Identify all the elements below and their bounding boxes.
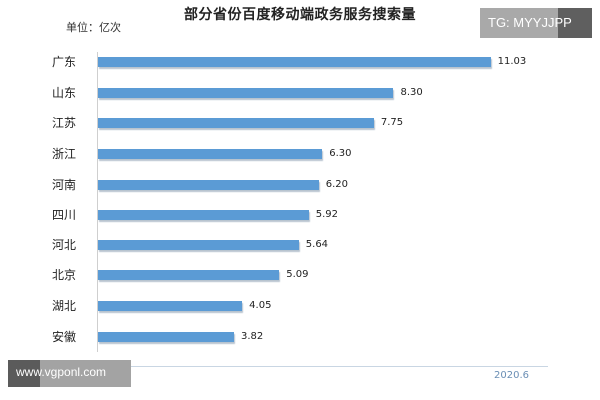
category-label: 广东 (52, 55, 77, 69)
watermark-top-right-text: TG: MYYJJPP (488, 15, 572, 30)
category-label: 北京 (52, 268, 77, 282)
value-label: 6.20 (325, 179, 348, 190)
value-label: 5.64 (305, 239, 329, 250)
bar-row: 安徽 3.82 (0, 329, 600, 345)
category-label: 湖北 (52, 299, 77, 313)
bar (98, 149, 323, 159)
category-label: 安徽 (52, 330, 77, 344)
category-label: 浙江 (52, 147, 77, 161)
unit-label: 单位：亿次 (66, 21, 121, 34)
value-label: 3.82 (240, 331, 264, 342)
value-label: 7.75 (380, 117, 404, 128)
bar-row: 浙江 6.30 (0, 146, 600, 162)
watermark-bottom-left-text: www.vgponl.com (16, 365, 107, 379)
bar-row: 江苏 7.75 (0, 115, 600, 131)
bar-row: 广东 11.03 (0, 54, 600, 70)
bar (98, 301, 243, 311)
category-label: 河北 (52, 238, 77, 252)
watermark-bottom-left: www.vgponl.com (8, 360, 131, 387)
category-label: 河南 (52, 178, 77, 192)
bar (98, 332, 234, 342)
bar (98, 118, 374, 128)
value-label: 5.09 (286, 269, 309, 280)
footer-divider (48, 366, 548, 367)
value-label: 4.05 (249, 300, 272, 311)
value-label: 6.30 (329, 148, 352, 159)
bar-row: 河北 5.64 (0, 237, 600, 253)
bar (98, 210, 309, 220)
bar-row: 山东 8.30 (0, 85, 600, 101)
category-label: 山东 (52, 86, 77, 100)
category-label: 江苏 (52, 116, 77, 130)
bar-row: 湖北 4.05 (0, 298, 600, 314)
bar (98, 270, 280, 280)
category-axis (97, 52, 98, 352)
value-label: 11.03 (497, 56, 527, 67)
chart-title: 部分省份百度移动端政务服务搜索量 (184, 7, 416, 23)
value-label: 5.92 (315, 209, 339, 220)
bar (98, 88, 394, 98)
bar-row: 河南 6.20 (0, 177, 600, 193)
bar (98, 180, 319, 190)
bar (98, 240, 299, 250)
footer-date: 2020.6 (494, 370, 529, 381)
category-label: 四川 (52, 208, 77, 222)
bar-row: 四川 5.92 (0, 207, 600, 223)
bar (98, 57, 491, 67)
bar-row: 北京 5.09 (0, 267, 600, 283)
watermark-top-right: TG: MYYJJPP (480, 8, 592, 38)
value-label: 8.30 (400, 87, 423, 98)
